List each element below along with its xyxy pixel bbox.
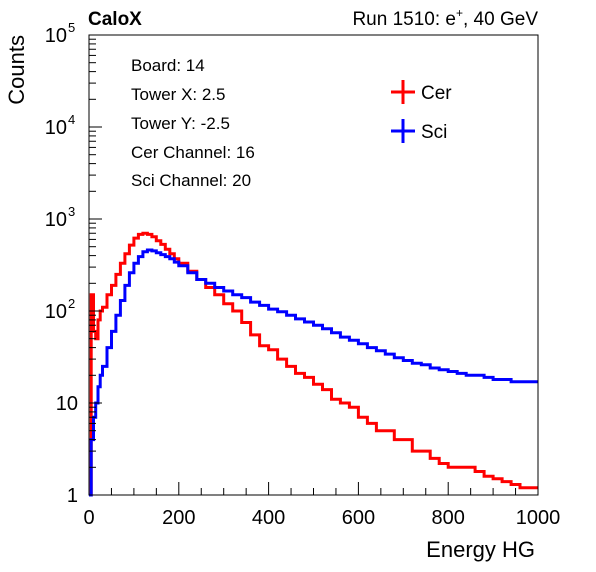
x-tick-label: 1000: [516, 507, 561, 529]
run-label-energy: , 40 GeV: [463, 9, 538, 30]
x-tick-label: 600: [342, 507, 375, 529]
info-cer-channel: Cer Channel: 16: [131, 143, 255, 162]
series-line-sci: [89, 248, 538, 497]
x-tick-label: 0: [83, 507, 94, 529]
y-axis-title: Counts: [4, 35, 29, 105]
y-tick-label: 1: [67, 485, 78, 507]
legend-label: Sci: [421, 122, 447, 143]
legend-entry-sci: Sci: [391, 119, 447, 143]
run-label: Run 1510: e+, 40 GeV: [352, 6, 538, 30]
y-tick-label: 10: [45, 301, 67, 323]
y-tick-exponent: 3: [68, 204, 75, 219]
y-tick-exponent: 2: [68, 296, 75, 311]
x-axis-title: Energy HG: [426, 537, 535, 562]
info-box: Board: 14 Tower X: 2.5 Tower Y: -2.5 Cer…: [131, 56, 255, 190]
y-tick-label: 10: [56, 393, 78, 415]
x-tick-label: 200: [162, 507, 195, 529]
x-tick-label: 800: [432, 507, 465, 529]
plot-frame: [88, 34, 539, 496]
legend-label: Cer: [421, 83, 452, 104]
series-layer: [89, 231, 538, 497]
y-tick-exponent: 5: [68, 20, 75, 35]
run-label-text: Run 1510: e: [352, 9, 456, 30]
run-label-sup: +: [456, 6, 463, 20]
y-tick-exponent: 4: [68, 112, 75, 127]
y-tick-label: 10: [45, 209, 67, 231]
y-tick-label: 10: [45, 117, 67, 139]
legend-entry-cer: Cer: [391, 80, 452, 104]
info-board: Board: 14: [131, 56, 205, 75]
experiment-label: CaloX: [88, 9, 142, 30]
y-tick-label: 10: [45, 25, 67, 47]
series-line-cer: [89, 231, 538, 497]
info-tower-y: Tower Y: -2.5: [131, 114, 230, 133]
info-sci-channel: Sci Channel: 20: [131, 171, 251, 190]
info-tower-x: Tower X: 2.5: [131, 85, 226, 104]
legend: Cer Sci: [391, 80, 452, 143]
x-tick-label: 400: [252, 507, 285, 529]
